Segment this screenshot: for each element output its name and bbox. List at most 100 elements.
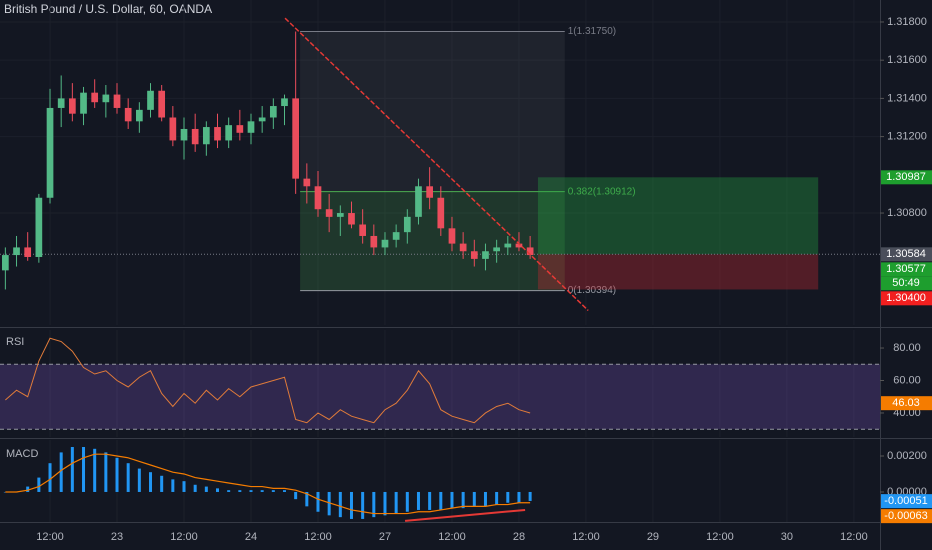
candle-body — [515, 243, 523, 248]
x-tick-label: 28 — [513, 531, 525, 543]
divergence-line — [404, 508, 526, 522]
countdown: 50:49 — [892, 277, 920, 289]
price-tag-label: 1.30584 — [886, 248, 926, 260]
y-tick-label: 1.31200 — [887, 131, 927, 143]
x-tick-label: 12:00 — [438, 531, 466, 543]
price-tag — [881, 396, 932, 411]
candle-body — [493, 247, 500, 252]
candle-body — [180, 128, 188, 141]
candle-body — [269, 106, 277, 118]
price-tag — [881, 262, 932, 277]
candle-body — [448, 228, 456, 244]
histogram-bar — [439, 491, 443, 510]
price-tag — [881, 247, 932, 262]
histogram-bar — [271, 490, 275, 492]
histogram-bar — [216, 488, 220, 492]
candle-body — [258, 117, 266, 122]
candle-body — [158, 90, 166, 118]
candle-body — [504, 243, 512, 248]
histogram-bar — [361, 491, 365, 519]
candle-body — [381, 239, 389, 248]
candle-body — [314, 186, 322, 210]
trendline — [284, 17, 589, 312]
histogram-bar — [182, 481, 186, 492]
histogram-bar — [93, 448, 97, 492]
histogram-bar — [450, 491, 454, 509]
fib-zone — [300, 191, 565, 291]
histogram-bar — [59, 452, 63, 492]
histogram-bar — [416, 491, 420, 510]
candle-body — [459, 243, 467, 252]
histogram-bar — [495, 491, 499, 505]
candle-body — [57, 98, 65, 108]
x-tick-label: 27 — [379, 531, 391, 543]
histogram-bar — [461, 491, 465, 509]
chart-title: British Pound / U.S. Dollar, 60, OANDA — [4, 2, 212, 16]
x-tick-label: 24 — [245, 531, 257, 543]
candle-body — [303, 178, 311, 187]
rsi-line — [5, 337, 531, 424]
histogram-bar — [394, 491, 398, 514]
candle-body — [69, 98, 76, 114]
candle-body — [348, 213, 355, 225]
histogram-bar — [506, 491, 510, 503]
histogram-bar — [282, 490, 286, 492]
fib-label: 0.382(1.30912) — [568, 186, 636, 197]
candle-body — [46, 107, 54, 198]
price-tag-label: 46.03 — [892, 397, 920, 409]
x-tick-label: 12:00 — [840, 531, 868, 543]
histogram-bar — [70, 447, 74, 492]
candle-body — [392, 232, 400, 240]
candle-body — [124, 107, 132, 122]
candle-body — [80, 92, 87, 114]
histogram-bar — [517, 491, 521, 503]
histogram-bar — [149, 472, 153, 492]
x-tick-label: 12:00 — [572, 531, 600, 543]
countdown-tag — [881, 276, 932, 291]
x-tick-label: 30 — [781, 531, 793, 543]
candle-body — [24, 247, 32, 257]
histogram-bar — [104, 452, 108, 492]
histogram-bar — [338, 491, 342, 518]
candle-body — [102, 94, 110, 103]
histogram-bar — [528, 491, 532, 501]
price-tag — [881, 291, 932, 306]
y-tick-label: 0.00200 — [887, 450, 927, 462]
rsi-band — [0, 364, 880, 430]
candle-body — [236, 125, 244, 133]
y-tick-label: 1.31600 — [887, 54, 927, 66]
fib-label: 0(1.30394) — [568, 285, 616, 296]
candle-body — [482, 251, 489, 259]
x-tick-label: 23 — [111, 531, 123, 543]
histogram-bar — [26, 486, 30, 492]
price-tag — [881, 509, 932, 524]
candle-body — [135, 109, 143, 122]
price-tag — [881, 494, 932, 509]
histogram-bar — [327, 491, 331, 516]
candle-body — [359, 224, 367, 236]
fib-zone — [300, 31, 565, 192]
price-tag-label: -0.00051 — [884, 495, 927, 507]
histogram-bar — [372, 491, 376, 518]
price-tag — [881, 170, 932, 185]
candle-body — [91, 92, 99, 103]
candle-body — [370, 235, 378, 248]
histogram-bar — [227, 490, 231, 492]
histogram-bar — [160, 475, 164, 492]
x-tick-label: 29 — [647, 531, 659, 543]
candle-body — [292, 98, 300, 179]
signal-line — [5, 453, 531, 515]
histogram-bar — [472, 491, 476, 507]
y-tick-label: 1.30800 — [887, 207, 927, 219]
candle-body — [202, 127, 210, 145]
histogram-bar — [405, 491, 409, 512]
stop-zone — [537, 254, 819, 290]
candle-body — [2, 255, 9, 271]
histogram-bar — [249, 490, 253, 492]
candle-body — [426, 186, 433, 198]
histogram-bar — [204, 486, 208, 492]
candle-body — [225, 125, 233, 141]
y-tick-label: 80.00 — [893, 342, 921, 354]
